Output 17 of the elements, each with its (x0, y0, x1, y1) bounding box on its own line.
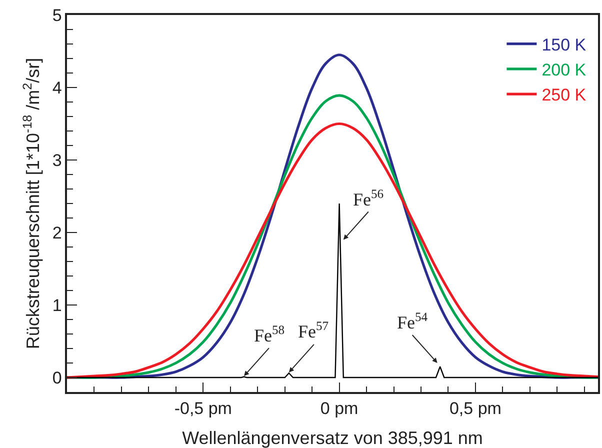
legend-label: 150 K (542, 35, 587, 54)
y-tick-label: 3 (52, 150, 62, 170)
annotation: Fe$^{57}$ (298, 319, 329, 342)
x-axis-title: Wellenlängenversatz von 385,991 nm (182, 428, 483, 448)
x-tick-label: -0,5 pm (174, 399, 232, 418)
legend-label: 200 K (542, 60, 587, 80)
y-tick-label: 0 (52, 368, 62, 388)
y-tick-label: 5 (52, 6, 62, 25)
x-tick-label: 0 pm (320, 399, 358, 418)
annotation: Fe$^{54}$ (397, 310, 428, 333)
y-tick-label: 1 (52, 296, 62, 315)
annotation: Fe$^{56}$ (353, 187, 384, 210)
y-tick-label: 4 (52, 78, 62, 98)
x-tick-label: 0,5 pm (449, 399, 502, 418)
annotation: Fe$^{58}$ (254, 323, 285, 346)
legend-label: 250 K (542, 86, 587, 105)
y-tick-label: 2 (52, 223, 62, 242)
